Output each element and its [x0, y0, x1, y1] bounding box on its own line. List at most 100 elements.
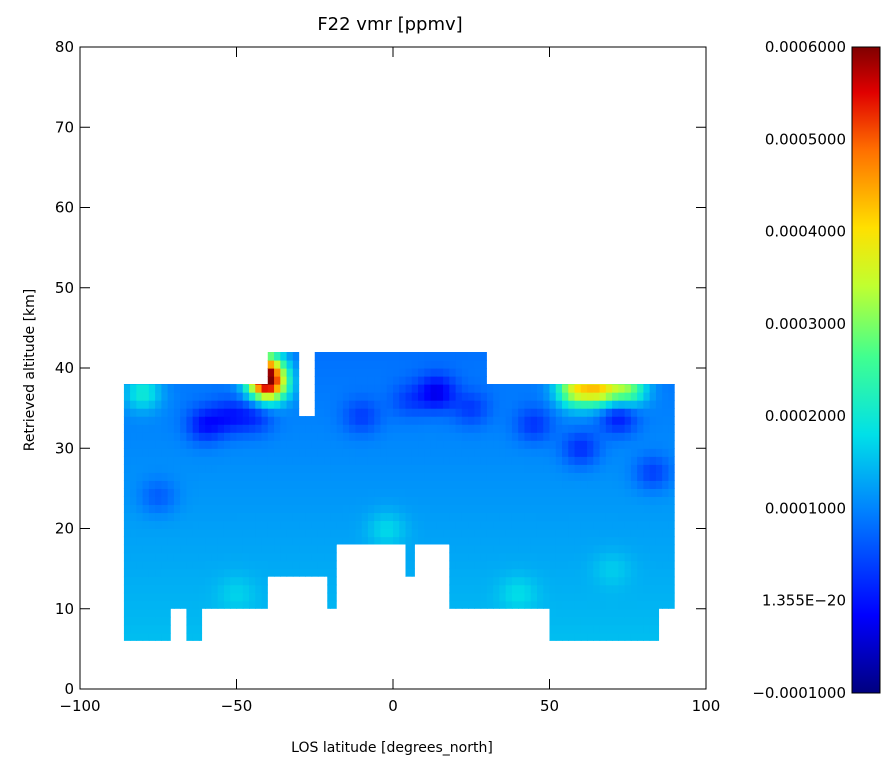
heatmap-cell: [261, 488, 269, 497]
heatmap-cell: [630, 504, 638, 514]
heatmap-cell: [255, 448, 263, 457]
heatmap-cell: [386, 536, 394, 546]
heatmap-cell: [142, 616, 150, 626]
heatmap-cell: [292, 584, 300, 594]
heatmap-cell: [330, 448, 338, 457]
heatmap-cell: [605, 536, 613, 546]
heatmap-cell: [261, 424, 269, 433]
heatmap-cell: [393, 448, 400, 457]
heatmap-cell: [192, 624, 200, 634]
heatmap-cell: [330, 440, 338, 449]
heatmap-cell: [655, 480, 663, 489]
heatmap-cell: [198, 480, 206, 489]
heatmap-cell: [393, 616, 400, 626]
heatmap-cell: [361, 592, 369, 602]
heatmap-cell: [261, 432, 269, 441]
heatmap-cell: [299, 472, 306, 481]
heatmap-cell: [568, 368, 576, 377]
heatmap-cell: [618, 536, 626, 546]
heatmap-cell: [130, 432, 137, 441]
heatmap-cell: [411, 456, 419, 465]
heatmap-cell: [468, 608, 475, 618]
heatmap-cell: [367, 600, 375, 610]
heatmap-cell: [142, 528, 150, 538]
heatmap-cell: [655, 408, 663, 417]
heatmap-cell: [562, 408, 569, 417]
heatmap-cell: [299, 528, 306, 538]
heatmap-cell: [461, 592, 469, 602]
heatmap-cell: [418, 488, 425, 497]
heatmap-cell: [167, 616, 175, 626]
heatmap-cell: [161, 480, 169, 489]
heatmap-cell: [474, 600, 482, 610]
heatmap-cell: [211, 400, 219, 409]
heatmap-cell: [405, 488, 413, 497]
heatmap-cell: [637, 600, 644, 610]
heatmap-cell: [361, 408, 369, 417]
heatmap-cell: [549, 440, 557, 449]
heatmap-cell: [455, 512, 463, 522]
heatmap-cell: [511, 480, 519, 489]
heatmap-cell: [511, 432, 519, 441]
heatmap-cell: [374, 351, 382, 361]
heatmap-cell: [430, 448, 438, 457]
heatmap-cell: [330, 432, 338, 441]
heatmap-cell: [261, 600, 269, 610]
heatmap-cell: [493, 600, 501, 610]
heatmap-cell: [192, 464, 200, 473]
heatmap-cell: [668, 456, 675, 465]
heatmap-cell: [543, 376, 551, 385]
heatmap-cell: [461, 392, 469, 401]
heatmap-cell: [173, 488, 181, 497]
heatmap-cell: [612, 624, 619, 634]
heatmap-cell: [249, 359, 256, 369]
heatmap-cell: [249, 416, 256, 425]
heatmap-cell: [430, 480, 438, 489]
heatmap-cell: [505, 616, 513, 626]
heatmap-cell: [330, 584, 338, 594]
heatmap-cell: [599, 504, 607, 514]
heatmap-cell: [236, 616, 244, 626]
heatmap-cell: [630, 632, 638, 641]
heatmap-cell: [142, 560, 150, 570]
heatmap-cell: [236, 504, 244, 514]
heatmap-cell: [217, 424, 225, 433]
heatmap-cell: [230, 528, 238, 538]
heatmap-cell: [255, 536, 263, 546]
heatmap-cell: [336, 552, 344, 562]
heatmap-cell: [555, 536, 563, 546]
heatmap-cell: [380, 608, 388, 618]
heatmap-cell: [155, 504, 162, 514]
heatmap-cell: [624, 392, 632, 401]
heatmap-cell: [123, 472, 131, 481]
heatmap-cell: [142, 408, 150, 417]
heatmap-cell: [549, 432, 557, 441]
heatmap-cell: [186, 592, 194, 602]
heatmap-cell: [530, 480, 538, 489]
heatmap-cell: [211, 368, 219, 377]
heatmap-cell: [192, 560, 200, 570]
heatmap-cell: [211, 496, 219, 506]
heatmap-cell: [211, 416, 219, 425]
heatmap-cell: [249, 392, 256, 401]
heatmap-cell: [330, 592, 338, 602]
heatmap-cell: [342, 512, 350, 522]
heatmap-cell: [299, 384, 306, 393]
heatmap-cell: [468, 400, 475, 409]
heatmap-cell: [630, 520, 638, 530]
heatmap-cell: [461, 576, 469, 586]
heatmap-cell: [161, 560, 169, 570]
heatmap-cell: [449, 544, 457, 554]
heatmap-cell: [217, 359, 225, 369]
heatmap-cell: [299, 560, 306, 570]
heatmap-cell: [536, 560, 544, 570]
heatmap-cell: [536, 440, 544, 449]
heatmap-cell: [630, 408, 638, 417]
heatmap-cell: [167, 528, 175, 538]
heatmap-cell: [549, 480, 557, 489]
heatmap-cell: [480, 480, 488, 489]
heatmap-cell: [130, 600, 137, 610]
heatmap-cell: [443, 351, 450, 361]
heatmap-cell: [167, 432, 175, 441]
heatmap-cell: [580, 576, 588, 586]
